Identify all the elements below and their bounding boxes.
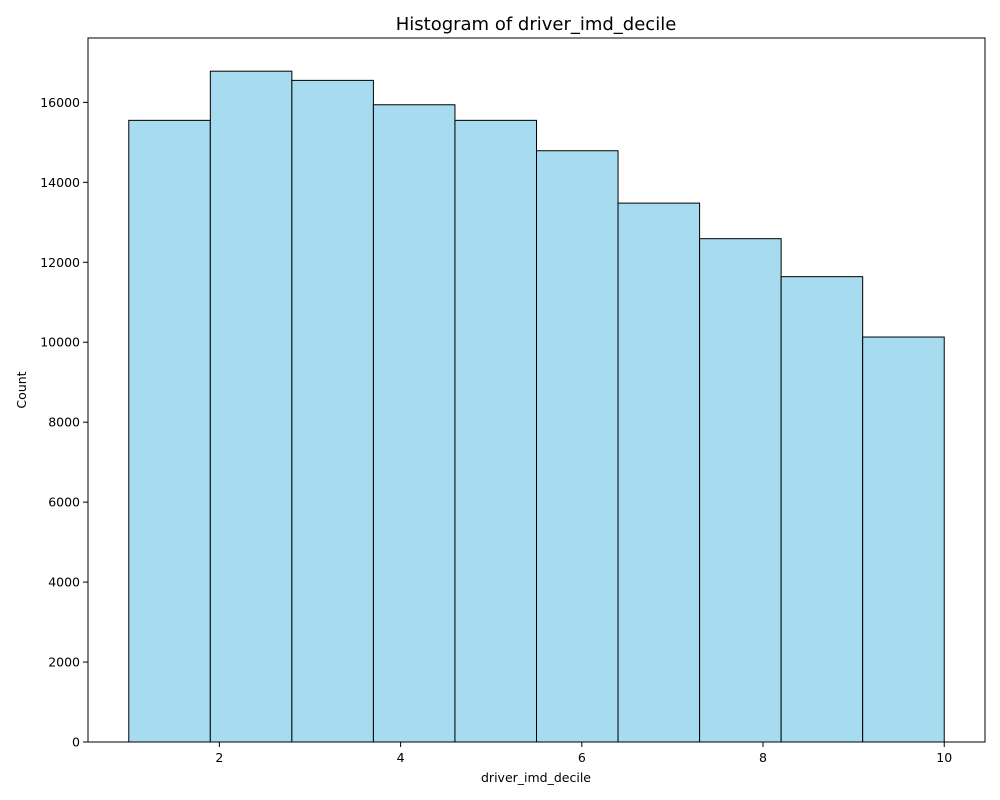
y-tick-label: 12000 (40, 255, 80, 270)
histogram-bar-5 (454, 119, 538, 743)
histogram-bar-3 (291, 79, 374, 743)
histogram-bar-1 (128, 119, 211, 743)
histogram-bar-8 (699, 238, 782, 743)
plot-area-frame (87, 37, 986, 743)
histogram-bar-10 (862, 336, 945, 743)
x-tick-label: 8 (759, 750, 767, 765)
y-tick-label: 6000 (48, 495, 80, 510)
histogram-bar-7 (617, 202, 701, 743)
histogram-bar-9 (780, 276, 864, 743)
y-axis-ticks: 0 2000 4000 6000 8000 10000 12000 14000 16000 (40, 95, 88, 750)
y-axis-label: Count (14, 371, 29, 408)
y-tick-label: 8000 (48, 415, 80, 430)
x-axis-label: driver_imd_decile (481, 770, 591, 785)
x-tick-label: 10 (936, 750, 952, 765)
x-tick-label: 6 (578, 750, 586, 765)
x-axis-ticks: 2 4 6 8 10 (215, 742, 952, 765)
y-tick-label: 4000 (48, 575, 80, 590)
x-tick-label: 2 (215, 750, 223, 765)
chart-title: Histogram of driver_imd_decile (396, 14, 677, 35)
histogram-bar-2 (209, 70, 293, 743)
histogram-bar-6 (536, 150, 619, 743)
y-tick-label: 10000 (40, 335, 80, 350)
y-tick-label: 14000 (40, 175, 80, 190)
bars-group (128, 70, 945, 743)
x-tick-label: 4 (397, 750, 405, 765)
y-tick-label: 2000 (48, 655, 80, 670)
y-tick-label: 0 (72, 735, 80, 750)
y-tick-label: 16000 (40, 95, 80, 110)
histogram-bar-4 (372, 104, 456, 743)
